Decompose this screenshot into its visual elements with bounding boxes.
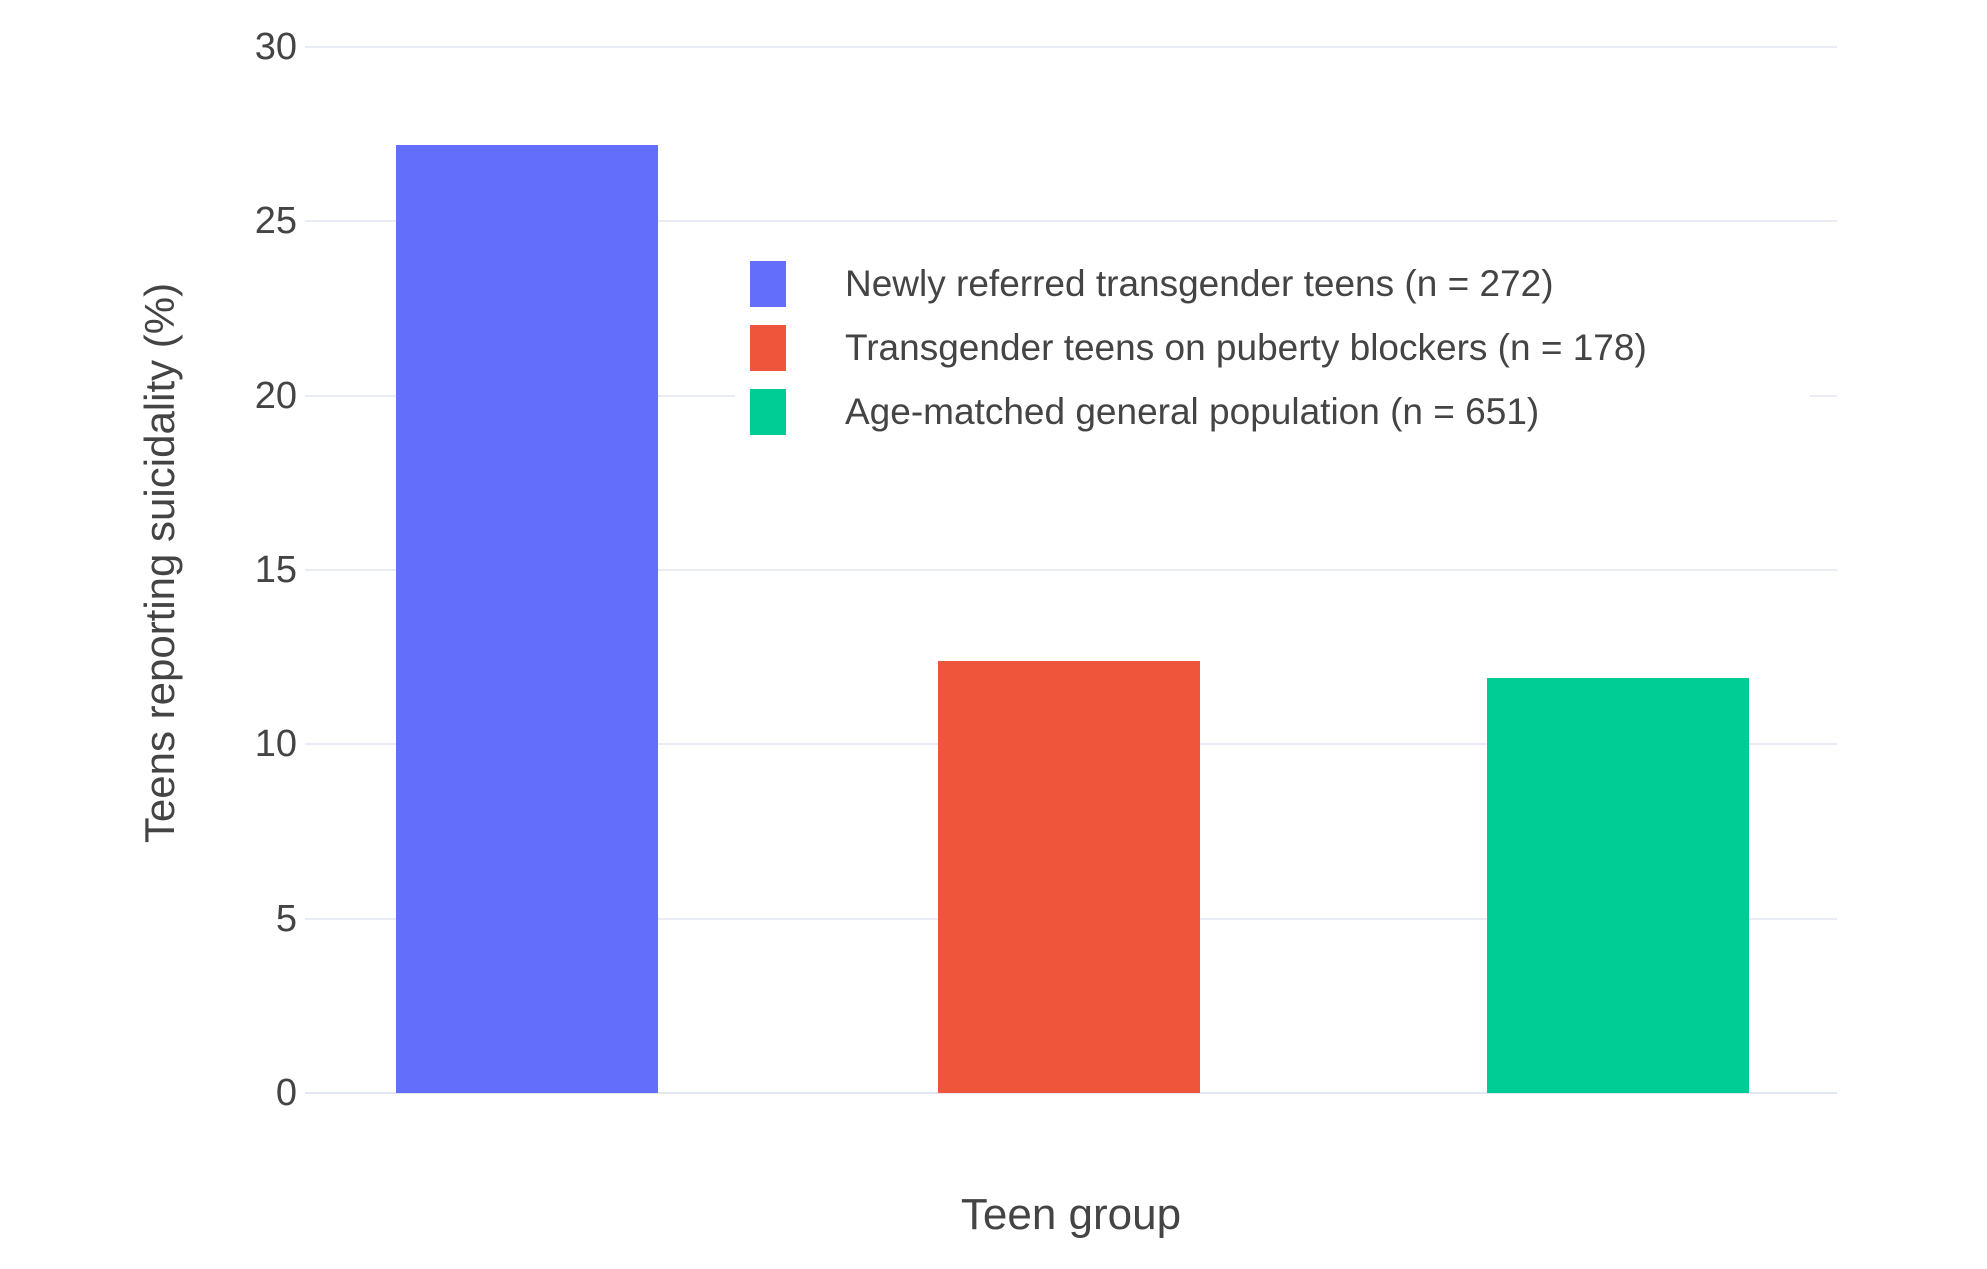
legend-item-2[interactable]: Age-matched general population (n = 651) [735, 380, 1810, 444]
y-axis-title: Teens reporting suicidality (%) [136, 282, 183, 844]
y-tick-label-20: 20 [254, 374, 297, 417]
legend-label: Age-matched general population (n = 651) [845, 391, 1540, 432]
x-axis-zeroline [305, 1092, 1837, 1094]
legend-swatch-icon [750, 389, 786, 435]
bar-0[interactable] [396, 144, 658, 1093]
bar-2[interactable] [1487, 678, 1749, 1093]
legend-label: Transgender teens on puberty blockers (n… [845, 327, 1647, 368]
x-axis-title: Teen group [960, 1190, 1182, 1239]
legend-item-1[interactable]: Transgender teens on puberty blockers (n… [735, 316, 1810, 380]
y-tick-label-15: 15 [254, 549, 297, 591]
legend: Newly referred transgender teens (n = 27… [735, 248, 1810, 444]
bar-1[interactable] [938, 660, 1200, 1093]
gridline-y-30 [305, 46, 1837, 48]
legend-swatch-icon [750, 325, 786, 371]
y-tick-label-0: 0 [275, 1072, 297, 1114]
legend-swatch-icon [750, 261, 786, 307]
y-tick-label-5: 5 [275, 897, 297, 940]
y-tick-label-30: 30 [254, 26, 297, 68]
y-tick-label-10: 10 [254, 723, 297, 766]
legend-label: Newly referred transgender teens (n = 27… [845, 263, 1554, 304]
gridline-y-15 [305, 569, 1837, 571]
y-tick-label-25: 25 [254, 200, 297, 243]
gridline-y-25 [305, 220, 1837, 223]
legend-item-0[interactable]: Newly referred transgender teens (n = 27… [735, 252, 1810, 316]
